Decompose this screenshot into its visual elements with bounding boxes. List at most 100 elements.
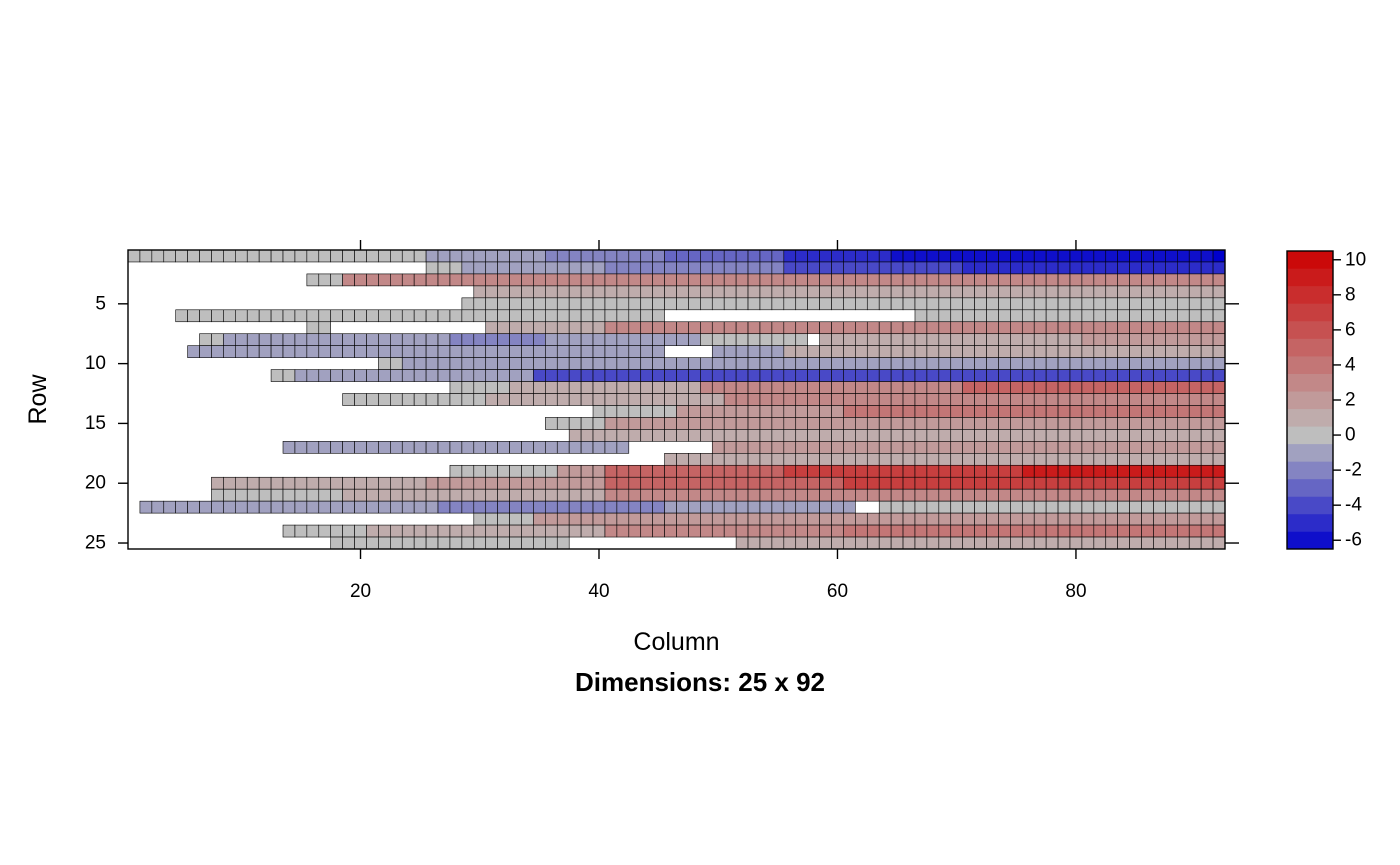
heatmap-cell xyxy=(890,500,904,514)
heatmap-cell xyxy=(294,345,308,358)
heatmap-cell xyxy=(866,417,880,430)
heatmap-cell xyxy=(878,464,892,478)
heatmap-cell xyxy=(556,357,570,370)
heatmap-cell xyxy=(747,488,761,502)
heatmap-cell xyxy=(604,333,618,346)
heatmap-cell xyxy=(592,488,606,502)
heatmap-cell xyxy=(771,500,785,514)
heatmap-cell xyxy=(926,273,940,287)
heatmap-cell xyxy=(580,321,594,335)
heatmap-cell xyxy=(1200,297,1214,311)
heatmap-cell xyxy=(974,453,987,466)
heatmap-cell xyxy=(1010,357,1023,370)
heatmap-cell xyxy=(1165,405,1178,418)
heatmap-cell xyxy=(795,464,808,478)
heatmap-cell xyxy=(771,453,785,466)
heatmap-cell xyxy=(735,405,749,418)
heatmap-cell xyxy=(950,512,963,526)
heatmap-cell xyxy=(926,249,940,263)
heatmap-cell xyxy=(1141,369,1154,382)
heatmap-cell xyxy=(616,309,630,323)
heatmap-cell xyxy=(759,333,773,346)
heatmap-cell xyxy=(1165,309,1178,323)
heatmap-cell xyxy=(1177,512,1190,526)
heatmap-cell xyxy=(652,321,665,335)
heatmap-cell xyxy=(640,476,653,490)
heatmap-cell xyxy=(533,512,546,526)
heatmap-cell xyxy=(676,488,689,502)
heatmap-cell xyxy=(723,393,737,406)
heatmap-cell xyxy=(366,273,379,287)
heatmap-cell xyxy=(568,417,582,430)
heatmap-cell xyxy=(616,321,630,335)
heatmap-cell xyxy=(461,488,475,502)
heatmap-cell xyxy=(723,405,737,418)
heatmap-cell xyxy=(461,249,475,263)
heatmap-cell xyxy=(700,249,713,263)
heatmap-cell xyxy=(855,249,868,263)
heatmap-cell xyxy=(807,273,820,287)
heatmap-cell xyxy=(1212,417,1226,430)
heatmap-cell xyxy=(819,249,832,263)
heatmap-cell xyxy=(1081,417,1095,430)
heatmap-cell xyxy=(449,524,463,538)
heatmap-cell xyxy=(556,512,570,526)
heatmap-cell xyxy=(1033,512,1047,526)
heatmap-cell xyxy=(700,369,713,382)
heatmap-cell xyxy=(688,393,701,406)
heatmap-cell xyxy=(819,464,832,478)
heatmap-cell xyxy=(1069,464,1083,478)
heatmap-cell xyxy=(676,297,689,311)
heatmap-cell xyxy=(795,417,808,430)
heatmap-cell xyxy=(652,524,665,538)
heatmap-cell xyxy=(461,524,475,538)
heatmap-cell xyxy=(545,417,558,430)
heatmap-cell xyxy=(401,249,415,263)
heatmap-cell xyxy=(592,345,606,358)
heatmap-cell xyxy=(473,285,487,299)
heatmap-cell xyxy=(711,464,725,478)
heatmap-cell xyxy=(998,273,1011,287)
heatmap-cell xyxy=(914,476,928,490)
heatmap-cell xyxy=(914,405,928,418)
heatmap-cell xyxy=(497,273,510,287)
heatmap-cell xyxy=(1021,261,1035,275)
heatmap-cell xyxy=(1177,536,1190,550)
heatmap-cell xyxy=(556,536,570,550)
heatmap-cell xyxy=(807,464,820,478)
heatmap-cell xyxy=(521,512,534,526)
heatmap-cell xyxy=(1033,393,1047,406)
heatmap-cell xyxy=(783,453,797,466)
heatmap-cell xyxy=(664,488,677,502)
heatmap-cell xyxy=(735,464,749,478)
heatmap-cell xyxy=(711,417,725,430)
heatmap-cell xyxy=(545,500,558,514)
heatmap-cell xyxy=(1069,476,1083,490)
heatmap-cell xyxy=(294,500,308,514)
heatmap-cell xyxy=(926,345,940,358)
heatmap-cell xyxy=(902,393,916,406)
heatmap-cell xyxy=(926,333,940,346)
heatmap-cell xyxy=(1212,393,1226,406)
heatmap-cell xyxy=(843,345,856,358)
heatmap-cell xyxy=(545,297,558,311)
heatmap-cell xyxy=(688,453,701,466)
heatmap-cell xyxy=(664,261,677,275)
heatmap-cell xyxy=(1057,333,1071,346)
heatmap-cell xyxy=(1045,417,1059,430)
heatmap-cell xyxy=(580,500,594,514)
heatmap-cell xyxy=(926,476,940,490)
heatmap-cell xyxy=(998,381,1011,394)
heatmap-cell xyxy=(1153,297,1166,311)
heatmap-cell xyxy=(270,309,284,323)
heatmap-cell xyxy=(1129,464,1142,478)
heatmap-cell xyxy=(568,297,582,311)
heatmap-cell xyxy=(1093,500,1107,514)
heatmap-cell xyxy=(807,488,820,502)
heatmap-cell xyxy=(1010,512,1023,526)
heatmap-cell xyxy=(533,297,546,311)
heatmap-cell xyxy=(258,476,272,490)
heatmap-cell xyxy=(378,500,391,514)
heatmap-cell xyxy=(568,369,582,382)
heatmap-cell xyxy=(1165,369,1178,382)
